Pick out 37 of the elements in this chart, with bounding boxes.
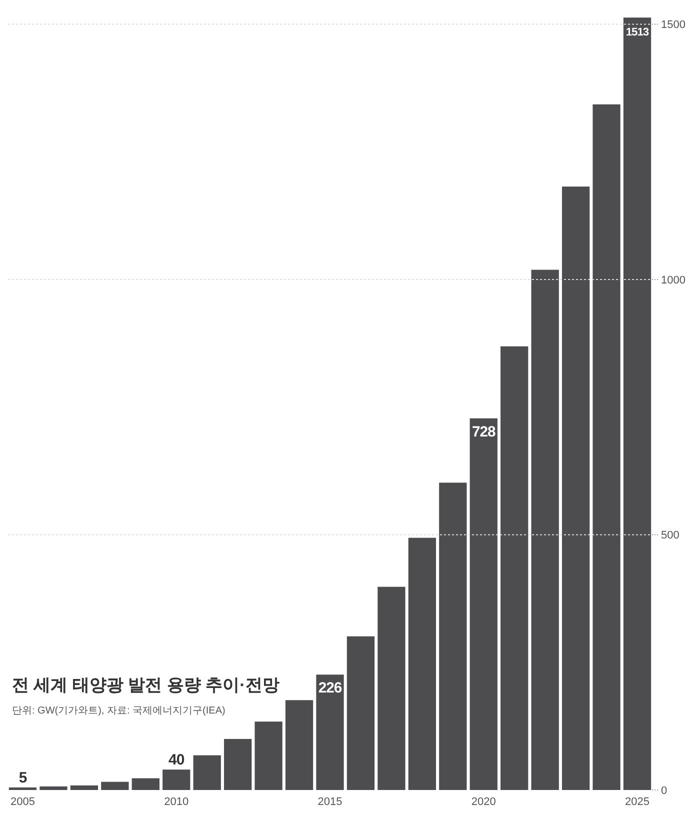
bar bbox=[500, 346, 528, 790]
bar bbox=[408, 538, 436, 790]
y-tick-label: 0 bbox=[661, 784, 668, 797]
bar bbox=[439, 482, 467, 790]
bar bbox=[562, 186, 590, 790]
data-label: 5 bbox=[18, 769, 27, 786]
y-tick-label: 500 bbox=[661, 530, 680, 542]
data-label: 728 bbox=[472, 424, 496, 440]
x-tick-label: 2005 bbox=[10, 796, 35, 808]
bar bbox=[470, 418, 498, 790]
x-tick-label: 2010 bbox=[164, 796, 189, 808]
bar bbox=[70, 785, 98, 790]
x-tick-label: 2020 bbox=[471, 796, 496, 808]
x-tick-label: 2015 bbox=[318, 796, 342, 808]
text: 단위: GW(기가와트), 자료: 국제에너지기구(IEA) bbox=[12, 705, 226, 716]
bar bbox=[592, 104, 620, 790]
bar bbox=[346, 636, 375, 790]
bar bbox=[193, 755, 221, 790]
data-label: 226 bbox=[318, 680, 342, 697]
data-label: 40 bbox=[168, 752, 184, 769]
bar bbox=[378, 586, 406, 790]
bar bbox=[162, 770, 190, 790]
bar bbox=[40, 786, 68, 790]
bar bbox=[8, 787, 37, 790]
y-tick-label: 1000 bbox=[661, 274, 686, 286]
data-label: 1513 bbox=[626, 26, 649, 39]
bar bbox=[316, 674, 344, 790]
bar bbox=[254, 722, 282, 790]
bar bbox=[101, 782, 129, 790]
bar bbox=[285, 700, 314, 790]
y-tick-label: 1500 bbox=[661, 19, 686, 32]
x-tick-label: 2025 bbox=[625, 796, 650, 808]
bar bbox=[623, 18, 652, 790]
text: 전 세계 태양광 발전 용량 추이·전망 bbox=[12, 675, 280, 694]
bar bbox=[224, 738, 252, 790]
bar bbox=[132, 778, 160, 790]
bar bbox=[531, 270, 559, 790]
